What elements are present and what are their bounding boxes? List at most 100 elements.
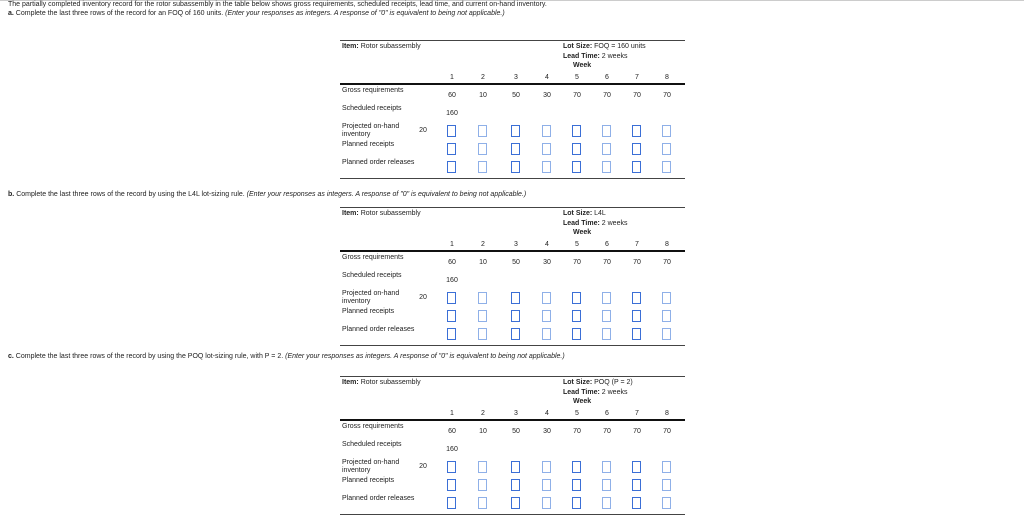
planned-order-releases-input-week-2[interactable] <box>478 161 487 173</box>
projected-on-hand-input-week-7[interactable] <box>632 461 641 473</box>
planned-receipts-input-week-5[interactable] <box>572 143 581 155</box>
part-letter: c. <box>8 353 14 360</box>
projected-on-hand-input-week-2[interactable] <box>478 125 487 137</box>
planned-order-releases-input-week-6[interactable] <box>602 161 611 173</box>
projected-on-hand-input-week-7[interactable] <box>632 292 641 304</box>
planned-order-releases-input-week-3[interactable] <box>511 328 520 340</box>
week-number: 7 <box>635 241 639 248</box>
projected-on-hand-input-week-4[interactable] <box>542 125 551 137</box>
planned-receipts-input-week-5[interactable] <box>572 479 581 491</box>
planned-order-releases-input-week-1[interactable] <box>447 161 456 173</box>
planned-order-releases-input-week-5[interactable] <box>572 497 581 509</box>
planned-receipts-input-week-7[interactable] <box>632 143 641 155</box>
projected-on-hand-input-week-5[interactable] <box>572 125 581 137</box>
week-number: 4 <box>545 74 549 81</box>
planned-receipts-input-week-4[interactable] <box>542 310 551 322</box>
planned-order-releases-input-week-6[interactable] <box>602 328 611 340</box>
planned-receipts-input-week-8[interactable] <box>662 310 671 322</box>
planned-receipts-input-week-3[interactable] <box>511 479 520 491</box>
planned-order-releases-input-week-4[interactable] <box>542 497 551 509</box>
planned-receipts-input-week-7[interactable] <box>632 479 641 491</box>
planned-order-releases-input-week-5[interactable] <box>572 161 581 173</box>
planned-order-releases-input-week-2[interactable] <box>478 328 487 340</box>
planned-receipts-input-week-1[interactable] <box>447 310 456 322</box>
planned-receipts-input-week-3[interactable] <box>511 143 520 155</box>
planned-order-releases-input-week-3[interactable] <box>511 161 520 173</box>
projected-on-hand-input-week-8[interactable] <box>662 292 671 304</box>
lot-size-value: FOQ = 160 units <box>594 43 646 50</box>
projected-on-hand-input-week-6[interactable] <box>602 461 611 473</box>
planned-order-releases-input-week-8[interactable] <box>662 161 671 173</box>
week-number: 1 <box>450 241 454 248</box>
projected-on-hand-input-week-4[interactable] <box>542 292 551 304</box>
planned-order-releases-input-week-6[interactable] <box>602 497 611 509</box>
planned-receipts-input-week-2[interactable] <box>478 479 487 491</box>
planned-order-releases-input-week-4[interactable] <box>542 161 551 173</box>
planned-receipts-input-week-2[interactable] <box>478 310 487 322</box>
week-number: 5 <box>575 410 579 417</box>
planned-receipts-input-week-6[interactable] <box>602 479 611 491</box>
projected-on-hand-input-week-5[interactable] <box>572 292 581 304</box>
projected-on-hand-input-week-1[interactable] <box>447 292 456 304</box>
planned-receipts-input-week-7[interactable] <box>632 310 641 322</box>
projected-on-hand-input-week-6[interactable] <box>602 125 611 137</box>
problem-intro: The partially completed inventory record… <box>8 1 547 8</box>
planned-order-releases-input-week-3[interactable] <box>511 497 520 509</box>
projected-on-hand-input-week-5[interactable] <box>572 461 581 473</box>
planned-receipts-input-week-2[interactable] <box>478 143 487 155</box>
gross-requirement-value: 30 <box>543 428 551 435</box>
week-number: 7 <box>635 74 639 81</box>
planned-order-releases-input-week-7[interactable] <box>632 497 641 509</box>
lot-size-field: Lot Size: POQ (P = 2) <box>563 379 633 386</box>
projected-on-hand-input-week-8[interactable] <box>662 125 671 137</box>
response-note: (Enter your responses as integers. A res… <box>285 353 565 360</box>
planned-order-releases-input-week-2[interactable] <box>478 497 487 509</box>
planned-order-releases-input-week-5[interactable] <box>572 328 581 340</box>
lot-size-label: Lot Size: <box>563 210 593 217</box>
planned-receipts-input-week-5[interactable] <box>572 310 581 322</box>
planned-receipts-input-week-8[interactable] <box>662 143 671 155</box>
projected-on-hand-input-week-2[interactable] <box>478 461 487 473</box>
planned-receipts-input-week-1[interactable] <box>447 143 456 155</box>
planned-order-releases-input-week-1[interactable] <box>447 328 456 340</box>
projected-on-hand-input-week-6[interactable] <box>602 292 611 304</box>
inventory-record-table-b: Item: Rotor subassembly Lot Size: L4L Lead… <box>340 207 685 357</box>
week-number: 5 <box>575 241 579 248</box>
gross-requirements-label: Gross requirements <box>342 87 404 94</box>
gross-requirement-value: 70 <box>573 92 581 99</box>
planned-order-releases-input-week-8[interactable] <box>662 328 671 340</box>
lead-time-label: Lead Time: <box>563 389 600 396</box>
projected-on-hand-input-week-1[interactable] <box>447 461 456 473</box>
projected-on-hand-input-week-1[interactable] <box>447 125 456 137</box>
planned-receipts-input-week-6[interactable] <box>602 310 611 322</box>
planned-order-releases-input-week-1[interactable] <box>447 497 456 509</box>
planned-receipts-input-week-4[interactable] <box>542 479 551 491</box>
lot-size-value: L4L <box>594 210 606 217</box>
projected-on-hand-input-week-2[interactable] <box>478 292 487 304</box>
projected-on-hand-input-week-3[interactable] <box>511 125 520 137</box>
top-divider <box>0 0 1024 1</box>
projected-on-hand-input-week-3[interactable] <box>511 461 520 473</box>
lead-time-value: 2 weeks <box>601 389 628 396</box>
planned-receipts-input-week-4[interactable] <box>542 143 551 155</box>
gross-requirement-value: 70 <box>633 428 641 435</box>
projected-on-hand-input-week-8[interactable] <box>662 461 671 473</box>
scheduled-receipt-value: 160 <box>446 277 458 284</box>
planned-order-releases-input-week-7[interactable] <box>632 161 641 173</box>
planned-receipts-input-week-3[interactable] <box>511 310 520 322</box>
projected-on-hand-input-week-4[interactable] <box>542 461 551 473</box>
lead-time-field: Lead Time: 2 weeks <box>563 53 627 60</box>
planned-order-releases-input-week-4[interactable] <box>542 328 551 340</box>
planned-order-releases-input-week-7[interactable] <box>632 328 641 340</box>
week-number: 2 <box>481 410 485 417</box>
lot-size-label: Lot Size: <box>563 43 593 50</box>
planned-receipts-input-week-6[interactable] <box>602 143 611 155</box>
planned-receipts-input-week-8[interactable] <box>662 479 671 491</box>
planned-order-releases-input-week-8[interactable] <box>662 497 671 509</box>
lead-time-value: 2 weeks <box>601 220 628 227</box>
planned-receipts-input-week-1[interactable] <box>447 479 456 491</box>
gross-requirement-value: 30 <box>543 259 551 266</box>
projected-on-hand-input-week-3[interactable] <box>511 292 520 304</box>
lead-time-label: Lead Time: <box>563 220 600 227</box>
projected-on-hand-input-week-7[interactable] <box>632 125 641 137</box>
